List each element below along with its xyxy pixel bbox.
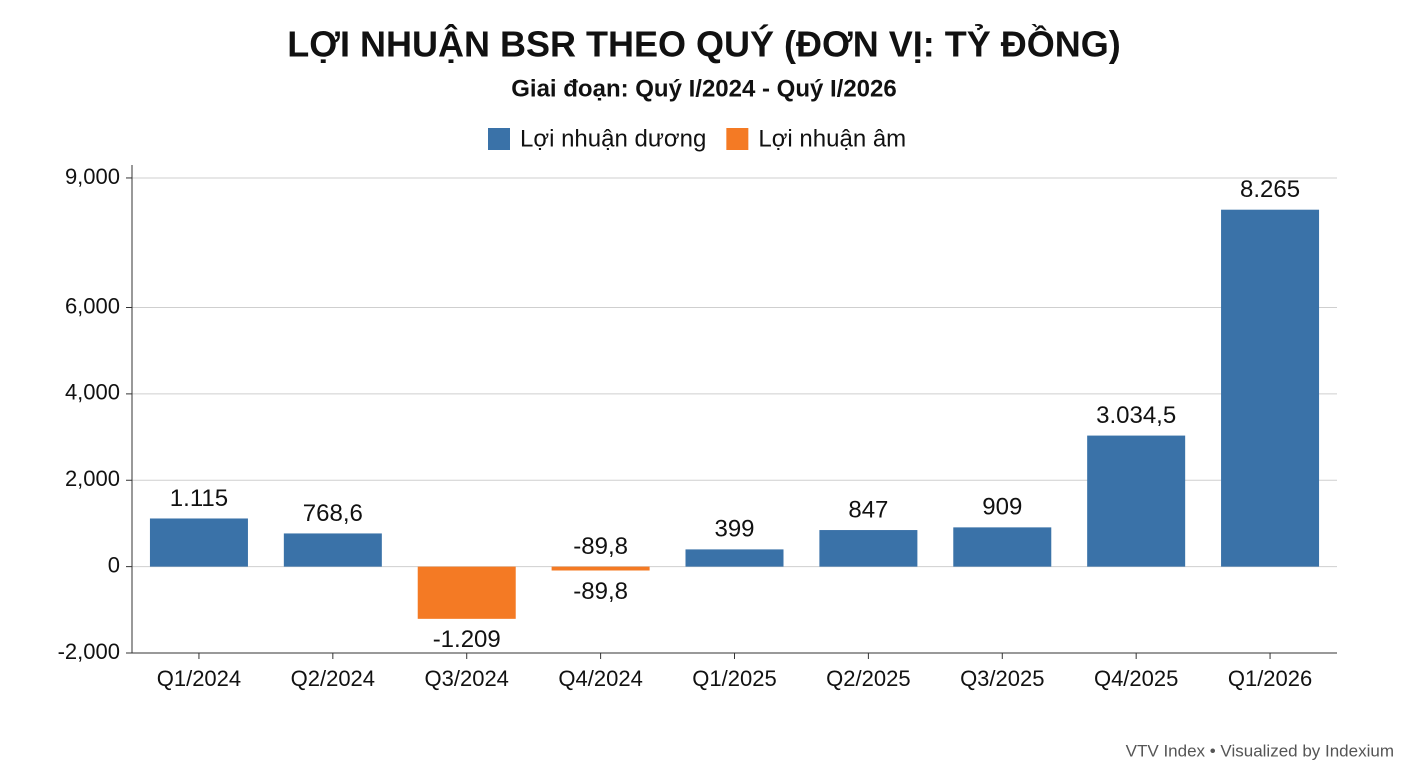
y-tick-label: 6,000 bbox=[65, 293, 120, 318]
x-tick-label: Q4/2024 bbox=[558, 666, 642, 691]
data-label: -1.209 bbox=[433, 626, 501, 653]
data-label: 909 bbox=[982, 494, 1022, 521]
legend-label: Lợi nhuận dương bbox=[520, 125, 706, 152]
data-label: -89,8 bbox=[573, 578, 628, 605]
bar bbox=[1221, 209, 1320, 567]
data-label: 768,6 bbox=[303, 500, 363, 527]
x-tick-label: Q1/2026 bbox=[1228, 666, 1312, 691]
bar bbox=[283, 533, 382, 567]
chart-subtitle: Giai đoạn: Quý I/2024 - Quý I/2026 bbox=[511, 75, 896, 102]
data-label: 1.115 bbox=[170, 485, 228, 512]
bar bbox=[819, 530, 918, 567]
bar bbox=[1087, 435, 1186, 567]
x-tick-label: Q1/2025 bbox=[692, 666, 776, 691]
x-tick-label: Q4/2025 bbox=[1094, 666, 1178, 691]
y-tick-label: 9,000 bbox=[65, 164, 120, 189]
legend-swatch bbox=[488, 128, 510, 150]
bar bbox=[417, 566, 516, 619]
bar bbox=[551, 566, 650, 571]
bar bbox=[149, 518, 248, 567]
data-label: 8.265 bbox=[1240, 176, 1300, 203]
data-label: 847 bbox=[848, 496, 888, 523]
bar bbox=[685, 549, 784, 567]
y-tick-label: -2,000 bbox=[58, 639, 120, 664]
x-tick-label: Q2/2024 bbox=[291, 666, 375, 691]
chart-title: LỢI NHUẬN BSR THEO QUÝ (ĐƠN VỊ: TỶ ĐỒNG) bbox=[287, 23, 1120, 65]
bar bbox=[953, 527, 1052, 567]
y-tick-label: 0 bbox=[108, 552, 120, 577]
y-tick-label: 4,000 bbox=[65, 380, 120, 405]
data-label: 399 bbox=[714, 516, 754, 543]
data-label: 3.034,5 bbox=[1096, 402, 1176, 429]
x-tick-label: Q2/2025 bbox=[826, 666, 910, 691]
x-tick-label: Q1/2024 bbox=[157, 666, 241, 691]
x-tick-label: Q3/2025 bbox=[960, 666, 1044, 691]
source: VTV Index • Visualized by Indexium bbox=[1126, 741, 1394, 760]
legend-label: Lợi nhuận âm bbox=[758, 125, 906, 152]
y-tick-label: 2,000 bbox=[65, 466, 120, 491]
data-label: -89,8 bbox=[573, 533, 628, 560]
legend-swatch bbox=[726, 128, 749, 150]
x-tick-label: Q3/2024 bbox=[425, 666, 509, 691]
